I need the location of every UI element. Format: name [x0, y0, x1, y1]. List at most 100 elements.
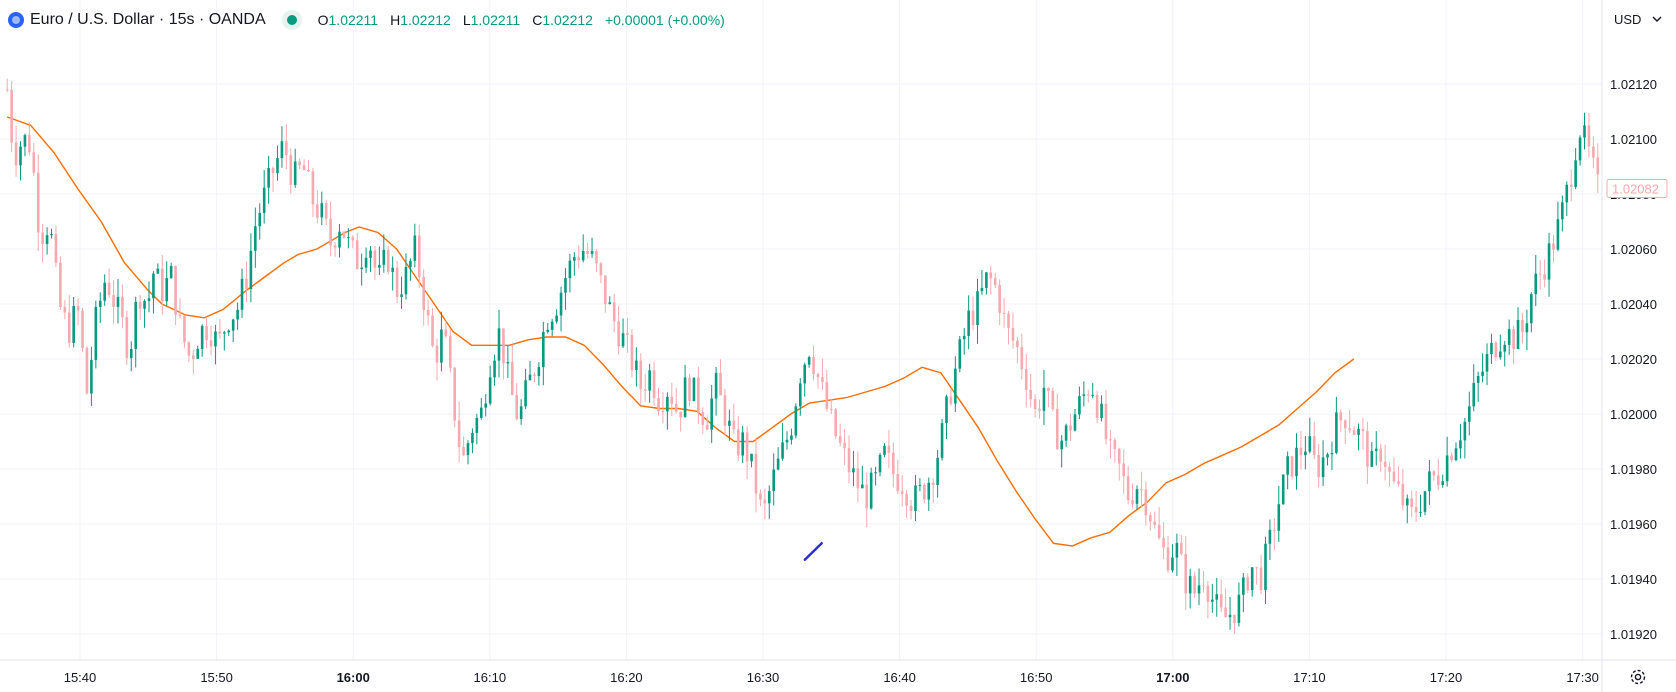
- candle-up: [1565, 184, 1569, 203]
- candle-up: [1561, 202, 1564, 220]
- candle-down: [1255, 567, 1258, 569]
- candle-up: [568, 260, 572, 279]
- candle-down: [719, 372, 722, 396]
- symbol-title[interactable]: Euro / U.S. Dollar · 15s · OANDA: [30, 11, 266, 28]
- candle-up: [710, 398, 713, 430]
- candle-down: [1024, 369, 1028, 390]
- candle-up: [883, 445, 886, 455]
- candle-up: [546, 329, 550, 332]
- ohlc-high: H1.02212: [390, 12, 451, 28]
- candle-down: [1366, 430, 1369, 467]
- candle-up: [293, 161, 297, 185]
- candle-up: [103, 282, 106, 301]
- candle-down: [1113, 440, 1117, 449]
- candle-down: [178, 314, 182, 316]
- candle-down: [679, 411, 682, 418]
- candle-up: [1534, 273, 1538, 295]
- candle-down: [1140, 489, 1143, 491]
- candle-up: [214, 331, 217, 347]
- candle-down: [1180, 543, 1183, 554]
- candle-up: [497, 328, 501, 361]
- candle-up: [985, 272, 988, 288]
- candle-up: [635, 360, 638, 370]
- candle-up: [466, 443, 470, 456]
- candle-down: [838, 436, 842, 443]
- candle-up: [1268, 529, 1272, 544]
- candle-down: [1552, 243, 1555, 250]
- candle-down: [1202, 585, 1205, 587]
- candle-up: [320, 203, 324, 218]
- candle-down: [1246, 577, 1250, 591]
- candle-down: [36, 172, 40, 233]
- candle-down: [1494, 342, 1498, 358]
- moving-average-line: [6, 116, 1355, 547]
- candle-down: [1157, 524, 1161, 538]
- candle-down: [138, 301, 142, 309]
- candle-up: [98, 300, 102, 307]
- candle-up: [741, 432, 744, 456]
- currency-selector[interactable]: USD: [1606, 7, 1670, 31]
- candle-down: [657, 398, 660, 412]
- candle-down: [909, 505, 913, 512]
- candle-down: [1348, 428, 1351, 431]
- ohlc-low: L1.02211: [462, 12, 521, 28]
- candle-down: [821, 377, 824, 383]
- candle-down: [993, 278, 997, 286]
- candle-down: [643, 389, 647, 391]
- candle-down: [81, 310, 84, 348]
- candle-up: [927, 482, 931, 500]
- trend-line-drawing[interactable]: [803, 542, 823, 561]
- price-tick-label: 1.02120: [1610, 77, 1657, 92]
- candle-up: [1370, 450, 1374, 467]
- time-axis[interactable]: 15:40 15:50 16:00 16:10 16:20 16:30 16:40 16:50…: [64, 670, 1599, 685]
- candle-down: [1126, 476, 1130, 501]
- last-price-label: 1.02082: [1606, 179, 1668, 198]
- candle-down: [887, 445, 891, 453]
- candle-up: [45, 235, 49, 244]
- candle-down: [1162, 537, 1165, 548]
- candle-up: [254, 226, 257, 251]
- trend-line-segment[interactable]: [803, 542, 823, 561]
- candle-up: [169, 266, 173, 279]
- candle-up: [976, 291, 979, 326]
- candle-up: [475, 417, 479, 434]
- candle-down: [502, 328, 505, 364]
- time-tick-label: 16:10: [474, 670, 507, 685]
- candle-down: [865, 484, 869, 509]
- candle-up: [231, 319, 235, 331]
- candle-up: [1215, 594, 1219, 600]
- candle-up: [249, 250, 253, 290]
- candle-up: [807, 357, 811, 365]
- candle-down: [1361, 428, 1365, 431]
- price-tick-label: 1.02020: [1610, 352, 1657, 367]
- candle-down: [1086, 394, 1090, 396]
- symbol-logo-icon: [8, 12, 24, 28]
- candle-up: [1503, 344, 1507, 352]
- candle-down: [1432, 471, 1436, 476]
- candle-down: [639, 360, 643, 390]
- candle-up: [200, 325, 204, 349]
- candle-down: [426, 309, 430, 316]
- candle-up: [1423, 491, 1427, 512]
- candle-up: [1211, 599, 1214, 602]
- candle-up: [683, 377, 687, 418]
- candle-up: [364, 257, 368, 268]
- candle-down: [759, 493, 762, 500]
- candle-up: [23, 135, 27, 147]
- candle-down: [342, 231, 346, 238]
- candle-up: [156, 268, 160, 274]
- candle-up: [90, 359, 93, 394]
- candle-down: [1131, 500, 1134, 504]
- candle-up: [1472, 382, 1476, 407]
- price-axis[interactable]: 1.021201.021001.020801.020601.020401.020…: [1610, 77, 1657, 642]
- candle-up: [19, 146, 22, 166]
- candle-up: [1286, 456, 1289, 475]
- candle-down: [1312, 436, 1316, 456]
- candle-up: [262, 187, 266, 213]
- market-status-icon[interactable]: [281, 10, 302, 30]
- candle-down: [931, 482, 935, 486]
- candle-up: [484, 403, 488, 408]
- candle-down: [834, 409, 838, 437]
- gear-icon[interactable]: [1628, 667, 1648, 687]
